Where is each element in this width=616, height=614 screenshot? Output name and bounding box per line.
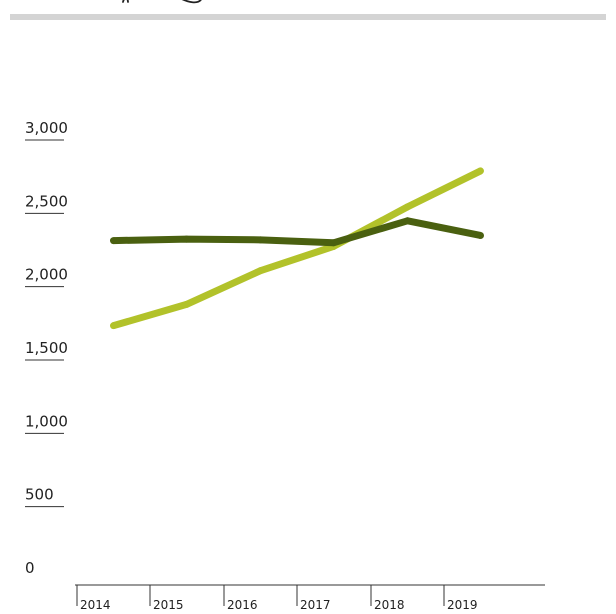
y-tick-label: 3,000: [25, 119, 68, 137]
x-tick-label: 2015: [153, 598, 184, 610]
y-tick-label: 500: [25, 486, 54, 504]
top-rule: [10, 14, 606, 20]
y-tick-label: 2,500: [25, 192, 68, 210]
series-point: [257, 236, 264, 244]
series-point: [110, 237, 117, 245]
series-point: [404, 203, 411, 211]
series-point: [477, 231, 484, 239]
top-title-fragment: [122, 0, 202, 4]
x-tick-label: 2016: [227, 598, 258, 610]
x-tick-label: 2014: [80, 598, 111, 610]
series-point: [404, 217, 411, 225]
y-tick-label: 1,500: [25, 339, 68, 357]
series-point: [257, 267, 264, 275]
y-axis-ticks: 0 500 1,000 1,500 2,000 2,500 3,000: [25, 119, 68, 577]
y-tick-label: 2,000: [25, 266, 68, 284]
series-line: [112, 167, 483, 330]
series-point: [110, 322, 117, 330]
top-title-glyph-fragment: [122, 0, 129, 3]
series-layer: [110, 167, 484, 330]
y-tick-label: 0: [25, 559, 35, 577]
top-title-glyph-fragment: [181, 0, 202, 4]
x-tick-label: 2019: [447, 598, 478, 610]
x-tick-label: 2017: [300, 598, 331, 610]
series-point: [183, 300, 190, 308]
series-line: [113, 217, 482, 247]
series-point: [330, 239, 337, 247]
series-point: [477, 167, 484, 175]
series-point: [183, 235, 190, 243]
x-axis: 2014 2015 2016 2017 2018 2019: [75, 584, 545, 612]
x-tick-label: 2018: [374, 598, 405, 610]
y-tick-label: 1,000: [25, 412, 68, 430]
